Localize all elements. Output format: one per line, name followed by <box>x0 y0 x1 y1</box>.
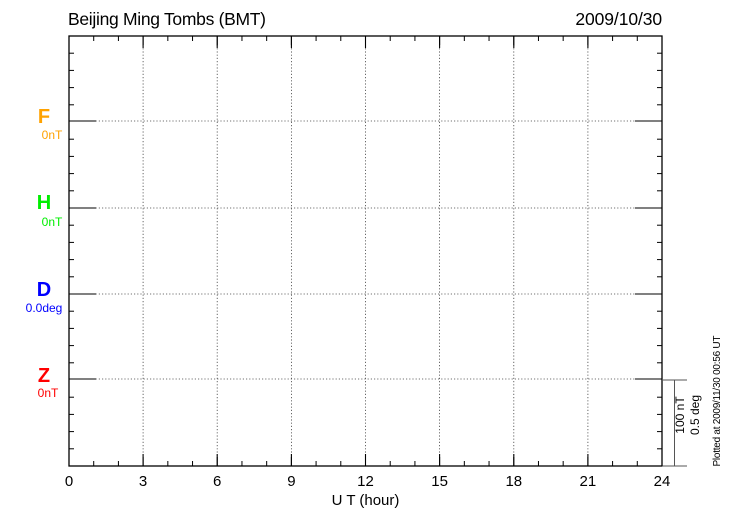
svg-text:0nT: 0nT <box>42 128 63 142</box>
svg-text:Z: Z <box>38 365 50 387</box>
svg-text:0.5 deg: 0.5 deg <box>688 395 702 435</box>
svg-text:H: H <box>37 192 51 214</box>
svg-text:100 nT: 100 nT <box>673 396 687 434</box>
svg-text:Plotted at 2009/11/30 00:56 UT: Plotted at 2009/11/30 00:56 UT <box>712 336 723 467</box>
svg-text:U T (hour): U T (hour) <box>332 492 400 509</box>
svg-text:0: 0 <box>65 473 73 490</box>
svg-text:Beijing Ming Tombs (BMT): Beijing Ming Tombs (BMT) <box>68 9 266 29</box>
svg-text:21: 21 <box>580 473 597 490</box>
svg-text:6: 6 <box>213 473 221 490</box>
svg-text:0.0deg: 0.0deg <box>26 301 63 315</box>
svg-text:0nT: 0nT <box>42 215 63 229</box>
svg-text:9: 9 <box>287 473 295 490</box>
svg-text:24: 24 <box>654 473 671 490</box>
svg-text:12: 12 <box>357 473 374 490</box>
svg-text:18: 18 <box>505 473 522 490</box>
svg-text:D: D <box>37 279 51 301</box>
svg-text:0nT: 0nT <box>38 386 59 400</box>
svg-text:F: F <box>38 106 50 128</box>
svg-text:3: 3 <box>139 473 147 490</box>
svg-text:2009/10/30: 2009/10/30 <box>575 9 662 29</box>
svg-text:15: 15 <box>431 473 448 490</box>
